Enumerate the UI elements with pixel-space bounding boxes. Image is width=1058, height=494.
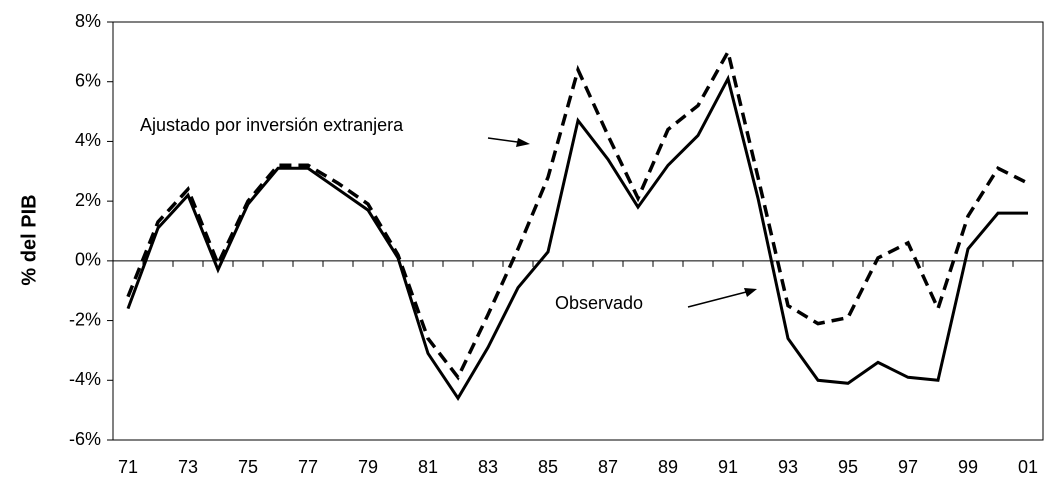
x-tick-label: 75 — [238, 457, 258, 477]
y-tick-label: -6% — [69, 429, 101, 449]
x-tick-label: 81 — [418, 457, 438, 477]
y-tick-label: -4% — [69, 369, 101, 389]
annotation: Ajustado por inversión extranjera — [140, 115, 404, 135]
x-tick-label: 01 — [1018, 457, 1038, 477]
x-tick-label: 97 — [898, 457, 918, 477]
x-tick-label: 99 — [958, 457, 978, 477]
x-tick-label: 95 — [838, 457, 858, 477]
annotation-arrow-head — [516, 138, 530, 147]
annotation: Observado — [555, 293, 643, 313]
x-tick-label: 77 — [298, 457, 318, 477]
annotation-arrow-head — [744, 288, 757, 297]
x-tick-label: 83 — [478, 457, 498, 477]
x-tick-label: 73 — [178, 457, 198, 477]
y-tick-label: 6% — [75, 70, 101, 90]
x-tick-label: 85 — [538, 457, 558, 477]
x-tick-label: 79 — [358, 457, 378, 477]
line-series — [126, 74, 1028, 402]
y-tick-label: 8% — [75, 11, 101, 31]
y-axis-label: % del PIB — [18, 194, 40, 285]
y-tick-label: 4% — [75, 130, 101, 150]
x-tick-label: 87 — [598, 457, 618, 477]
x-tick-label: 93 — [778, 457, 798, 477]
line-series — [126, 47, 1029, 381]
x-tick-label: 89 — [658, 457, 678, 477]
x-tick-label: 91 — [718, 457, 738, 477]
plot-frame — [112, 21, 1044, 441]
annotation-arrow — [687, 290, 751, 308]
y-tick-label: -2% — [69, 309, 101, 329]
y-tick-label: 0% — [75, 250, 101, 270]
y-tick-label: 2% — [75, 190, 101, 210]
x-tick-label: 71 — [118, 457, 138, 477]
